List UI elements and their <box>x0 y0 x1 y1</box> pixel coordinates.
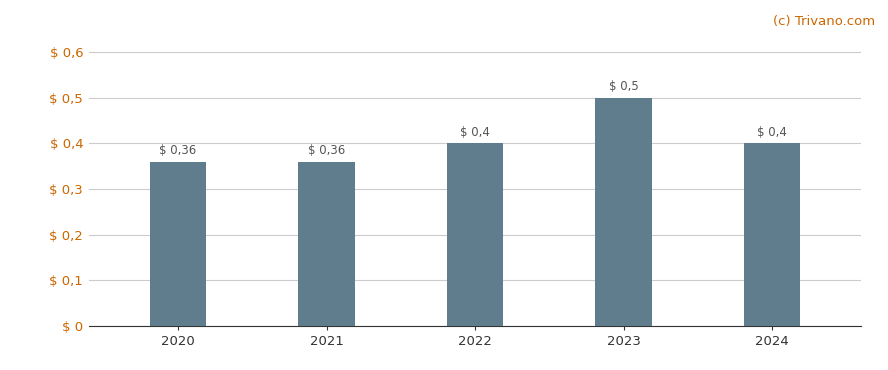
Bar <box>596 98 652 326</box>
Text: $ 0,4: $ 0,4 <box>460 126 490 139</box>
Text: $ 0,36: $ 0,36 <box>159 144 196 157</box>
Bar <box>447 144 503 326</box>
Text: $ 0,4: $ 0,4 <box>757 126 787 139</box>
Bar <box>298 162 354 326</box>
Text: (c) Trivano.com: (c) Trivano.com <box>773 15 875 28</box>
Bar <box>150 162 206 326</box>
Text: $ 0,36: $ 0,36 <box>308 144 345 157</box>
Text: $ 0,5: $ 0,5 <box>609 80 638 93</box>
Bar <box>744 144 800 326</box>
